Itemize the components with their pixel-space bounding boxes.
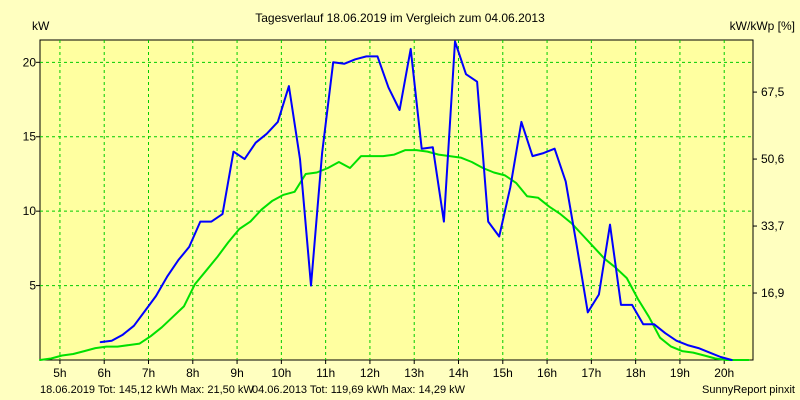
- x-tick-label: 15h: [493, 366, 513, 380]
- y-tick-label: 10: [23, 204, 37, 218]
- axis-ticks: 5h 6h 7h 8h 9h 10h 11h 12h 13h 14h 15h 16h 17h 18h 19h…: [23, 55, 785, 380]
- x-tick-label: 18h: [626, 366, 646, 380]
- series-layer: [39, 40, 750, 361]
- x-tick-label: 11h: [316, 366, 335, 380]
- x-tick-label: 7h: [142, 366, 155, 380]
- y-right-tick-label: 67,5: [761, 85, 785, 99]
- y-axis-left-label: kW: [32, 19, 50, 33]
- x-tick-label: 10h: [271, 366, 291, 380]
- x-tick-label: 8h: [186, 366, 199, 380]
- x-tick-label: 12h: [360, 366, 380, 380]
- grid: [40, 40, 753, 360]
- y-axis-right-label: kW/kWp [%]: [730, 19, 795, 33]
- footer-right: SunnyReport pinxit: [702, 384, 795, 396]
- x-tick-label: 5h: [53, 366, 66, 380]
- x-tick-label: 17h: [581, 366, 601, 380]
- y-tick-label: 15: [23, 130, 37, 144]
- chart-title: Tagesverlauf 18.06.2019 im Vergleich zum…: [255, 11, 545, 25]
- footer-series2-label: 04.06.2013 Tot: 119,69 kWh Max: 14,29 kW: [252, 384, 466, 396]
- y-tick-label: 20: [23, 55, 37, 69]
- series-line-2019: [99, 40, 733, 361]
- x-tick-label: 20h: [714, 366, 734, 380]
- y-right-tick-label: 33,7: [761, 219, 785, 233]
- x-tick-label: 14h: [448, 366, 468, 380]
- y-right-tick-label: 50,6: [761, 152, 785, 166]
- x-tick-label: 19h: [670, 366, 690, 380]
- x-tick-label: 13h: [404, 366, 424, 380]
- y-tick-label: 5: [29, 279, 36, 293]
- x-tick-label: 16h: [537, 366, 557, 380]
- y-right-tick-label: 16,9: [761, 286, 785, 300]
- series-line-2013: [39, 149, 750, 361]
- x-tick-label: 6h: [98, 366, 111, 380]
- x-tick-label: 9h: [230, 366, 243, 380]
- footer-series1-label: 18.06.2019 Tot: 145,12 kWh Max: 21,50 kW: [40, 384, 254, 396]
